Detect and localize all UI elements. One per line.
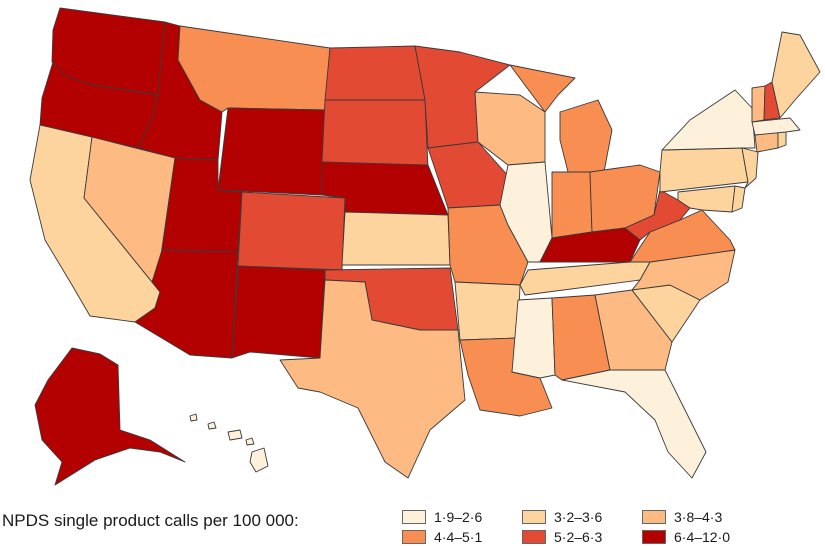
state-NJ	[741, 147, 759, 189]
state-CO	[237, 191, 346, 271]
state-RI	[777, 131, 787, 149]
legend-label-5: 5·2–6·3	[554, 529, 603, 545]
state-KS	[341, 211, 451, 266]
state-IL	[499, 161, 553, 263]
legend-item-1: 1·9–2·6	[402, 508, 482, 526]
state-NM	[231, 265, 326, 359]
legend-label-4: 4·4–5·1	[434, 529, 483, 545]
state-FL	[561, 369, 707, 479]
state-GA	[594, 289, 673, 371]
state-MA	[751, 117, 801, 136]
state-DE	[731, 185, 746, 213]
legend-item-5: 5·2–6·3	[522, 528, 602, 546]
state-VT	[751, 85, 766, 123]
state-HI	[189, 413, 269, 473]
state-AZ	[134, 249, 239, 359]
us-choropleth-map	[29, 7, 821, 486]
legend-label-1: 1·9–2·6	[434, 509, 483, 525]
state-MT	[177, 25, 331, 113]
state-AK	[34, 347, 186, 486]
state-PA	[659, 147, 749, 193]
state-ND	[324, 45, 426, 101]
legend-swatch-1	[402, 510, 426, 524]
state-TX	[279, 279, 466, 479]
state-NY	[661, 89, 756, 151]
legend-item-4: 4·4–5·1	[402, 528, 482, 546]
legend-label-2: 3·2–3·6	[554, 509, 603, 525]
legend-swatch-6	[642, 530, 666, 544]
state-IN	[551, 171, 593, 239]
state-SD	[321, 99, 429, 169]
legend-swatch-4	[402, 530, 426, 544]
legend-swatch-2	[522, 510, 546, 524]
state-ME	[771, 31, 821, 119]
legend-label-6: 6·4–12·0	[674, 529, 731, 545]
legend-title: NPDS single product calls per 100 000:	[2, 511, 299, 530]
legend-item-2: 3·2–3·6	[522, 508, 602, 526]
state-WY	[217, 107, 326, 196]
legend-item-6: 6·4–12·0	[642, 528, 730, 546]
state-AR	[454, 281, 521, 341]
state-MS	[511, 297, 556, 379]
legend: NPDS single product calls per 100 000: 1…	[0, 504, 825, 546]
legend-item-3: 3·8–4·3	[642, 508, 722, 526]
legend-swatch-3	[642, 510, 666, 524]
legend-swatch-5	[522, 530, 546, 544]
legend-label-3: 3·8–4·3	[674, 509, 723, 525]
